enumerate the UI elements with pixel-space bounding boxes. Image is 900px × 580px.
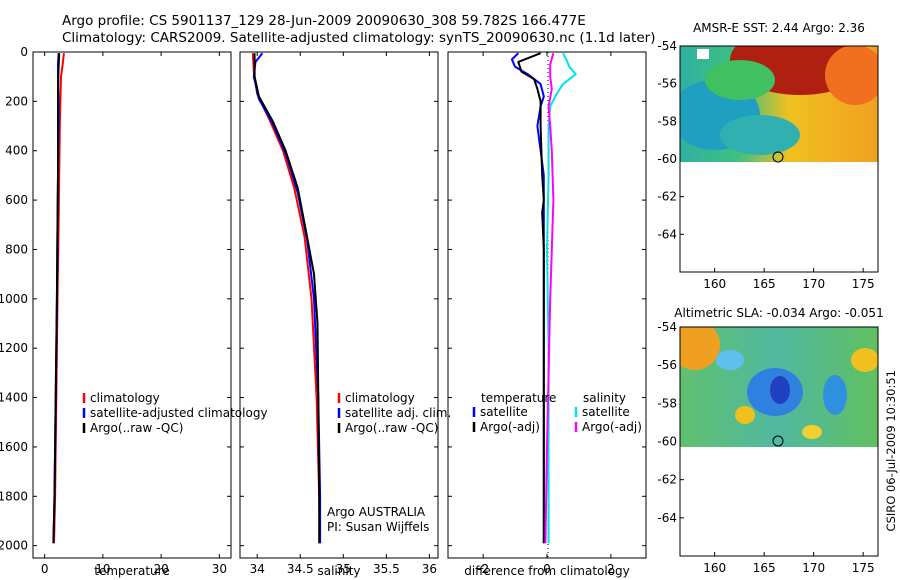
- sla-map-x-tick-label: 165: [753, 561, 776, 575]
- difference-legend-temperature-argo-label: Argo(-adj): [480, 420, 540, 434]
- y-tick-label: 1200: [0, 341, 28, 355]
- difference-legend-salinity-satellite-label: satellite: [582, 405, 630, 419]
- sla-map-title: Altimetric SLA: -0.034 Argo: -0.051: [674, 306, 883, 320]
- sla-low-north: [716, 350, 744, 370]
- difference-legend-temperature-header: temperature: [481, 391, 556, 405]
- y-tick-label: 1000: [0, 292, 28, 306]
- salinity-annotation-line1: Argo AUSTRALIA: [327, 505, 426, 519]
- sla-low-east: [823, 375, 847, 415]
- sst-map: [679, 45, 879, 273]
- sla-argo-location-marker: [772, 435, 784, 447]
- sst-argo-location-marker: [772, 151, 784, 163]
- y-tick-label: 1800: [0, 489, 28, 503]
- x-tick-label: -2: [477, 562, 489, 576]
- difference-series-salinity-satellite: [546, 52, 577, 544]
- x-tick-label: 0: [41, 562, 49, 576]
- y-tick-label: 800: [5, 242, 28, 256]
- y-tick-label: 400: [5, 144, 28, 158]
- sst-map-x-tick-label: 165: [753, 277, 776, 291]
- sst-cold-south: [720, 115, 800, 155]
- figure-title-line1: Argo profile: CS 5901137_129 28-Jun-2009…: [62, 13, 586, 29]
- difference-series-salinity-argo-adj-: [544, 52, 555, 544]
- difference-legend-salinity-header: salinity: [583, 391, 626, 405]
- difference-legend-temperature-satellite-label: satellite: [480, 405, 528, 419]
- sla-map-y-tick-label: -64: [657, 511, 677, 525]
- sla-high-southeast: [802, 425, 822, 439]
- x-tick-label: 34: [250, 562, 265, 576]
- sla-map-y-tick-label: -54: [657, 320, 677, 334]
- sst-front: [705, 60, 775, 100]
- difference-legend-salinity-argo-label: Argo(-adj): [582, 420, 642, 434]
- y-tick-label: 600: [5, 193, 28, 207]
- y-tick-label: 0: [20, 45, 28, 59]
- sla-map-y-tick-label: -58: [657, 396, 677, 410]
- x-tick-label: 10: [95, 562, 110, 576]
- salinity-legend-entry-label: climatology: [345, 391, 415, 405]
- sst-missing-data: [697, 49, 709, 59]
- sst-warm-east: [825, 46, 878, 105]
- x-tick-label: 2: [607, 562, 615, 576]
- x-tick-label: 20: [153, 562, 168, 576]
- difference-series-temperature-satellite: [510, 52, 545, 544]
- salinity-xlabel: salinity: [317, 564, 360, 578]
- temperature-xlabel: temperature: [94, 564, 169, 578]
- x-tick-label: 35.5: [373, 562, 400, 576]
- x-tick-label: 34.5: [287, 562, 314, 576]
- sst-map-x-tick-label: 170: [802, 277, 825, 291]
- y-tick-label: 200: [5, 94, 28, 108]
- sst-map-y-tick-label: -58: [657, 114, 677, 128]
- sla-map-frame: [679, 326, 879, 557]
- sla-map-x-tick-label: 160: [703, 561, 726, 575]
- sla-high-south: [735, 406, 755, 424]
- y-tick-label: 2000: [0, 539, 28, 553]
- sst-map-x-tick-label: 175: [852, 277, 875, 291]
- sla-high-east: [851, 348, 878, 372]
- salinity-series-climatology: [251, 53, 322, 544]
- sla-map-x-tick-label: 175: [852, 561, 875, 575]
- salinity-series-satellite-adj-clim-: [252, 52, 322, 544]
- y-tick-label: 1600: [0, 440, 28, 454]
- sla-high-west: [680, 327, 720, 370]
- figure-title-line2: Climatology: CARS2009. Satellite-adjuste…: [62, 30, 656, 46]
- sst-map-y-tick-label: -56: [657, 77, 677, 91]
- sla-low-core: [770, 376, 790, 404]
- sla-map: [679, 326, 879, 557]
- sla-map-y-tick-label: -60: [657, 435, 677, 449]
- sst-field-features: [680, 46, 878, 155]
- sst-map-title: AMSR-E SST: 2.44 Argo: 2.36: [693, 21, 865, 35]
- sst-map-frame: [679, 45, 879, 273]
- y-tick-label: 1400: [0, 391, 28, 405]
- temperature-series-argo-raw-qc-: [52, 53, 61, 544]
- x-tick-label: 0: [543, 562, 551, 576]
- sla-map-y-tick-label: -62: [657, 473, 677, 487]
- x-tick-label: 36: [422, 562, 437, 576]
- sst-map-y-tick-label: -60: [657, 152, 677, 166]
- salinity-legend-entry-label: satellite adj. clim.: [345, 406, 451, 420]
- x-tick-label: 30: [212, 562, 227, 576]
- sst-map-y-tick-label: -64: [657, 227, 677, 241]
- difference-xlabel: difference from climatology: [464, 564, 630, 578]
- sst-map-y-tick-label: -62: [657, 190, 677, 204]
- sst-map-x-tick-label: 160: [703, 277, 726, 291]
- sla-field-features: [680, 327, 878, 439]
- salinity-annotation-line2: PI: Susan Wijffels: [327, 520, 429, 534]
- sla-map-x-tick-label: 170: [802, 561, 825, 575]
- difference-series-temperature-argo-adj-: [517, 52, 545, 544]
- temperature-legend-entry-label: satellite-adjusted climatology: [90, 406, 268, 420]
- salinity-legend-entry-label: Argo(..raw -QC): [345, 421, 438, 435]
- temperature-legend-entry-label: climatology: [90, 391, 160, 405]
- sst-map-y-tick-label: -54: [657, 39, 677, 53]
- sla-map-y-tick-label: -56: [657, 358, 677, 372]
- salinity-panel-frame: [239, 51, 439, 559]
- temperature-panel-frame: [32, 51, 232, 559]
- x-tick-label: 35: [336, 562, 351, 576]
- salinity-series-argo-raw-qc-: [253, 53, 321, 544]
- temperature-legend-entry-label: Argo(..raw -QC): [90, 421, 183, 435]
